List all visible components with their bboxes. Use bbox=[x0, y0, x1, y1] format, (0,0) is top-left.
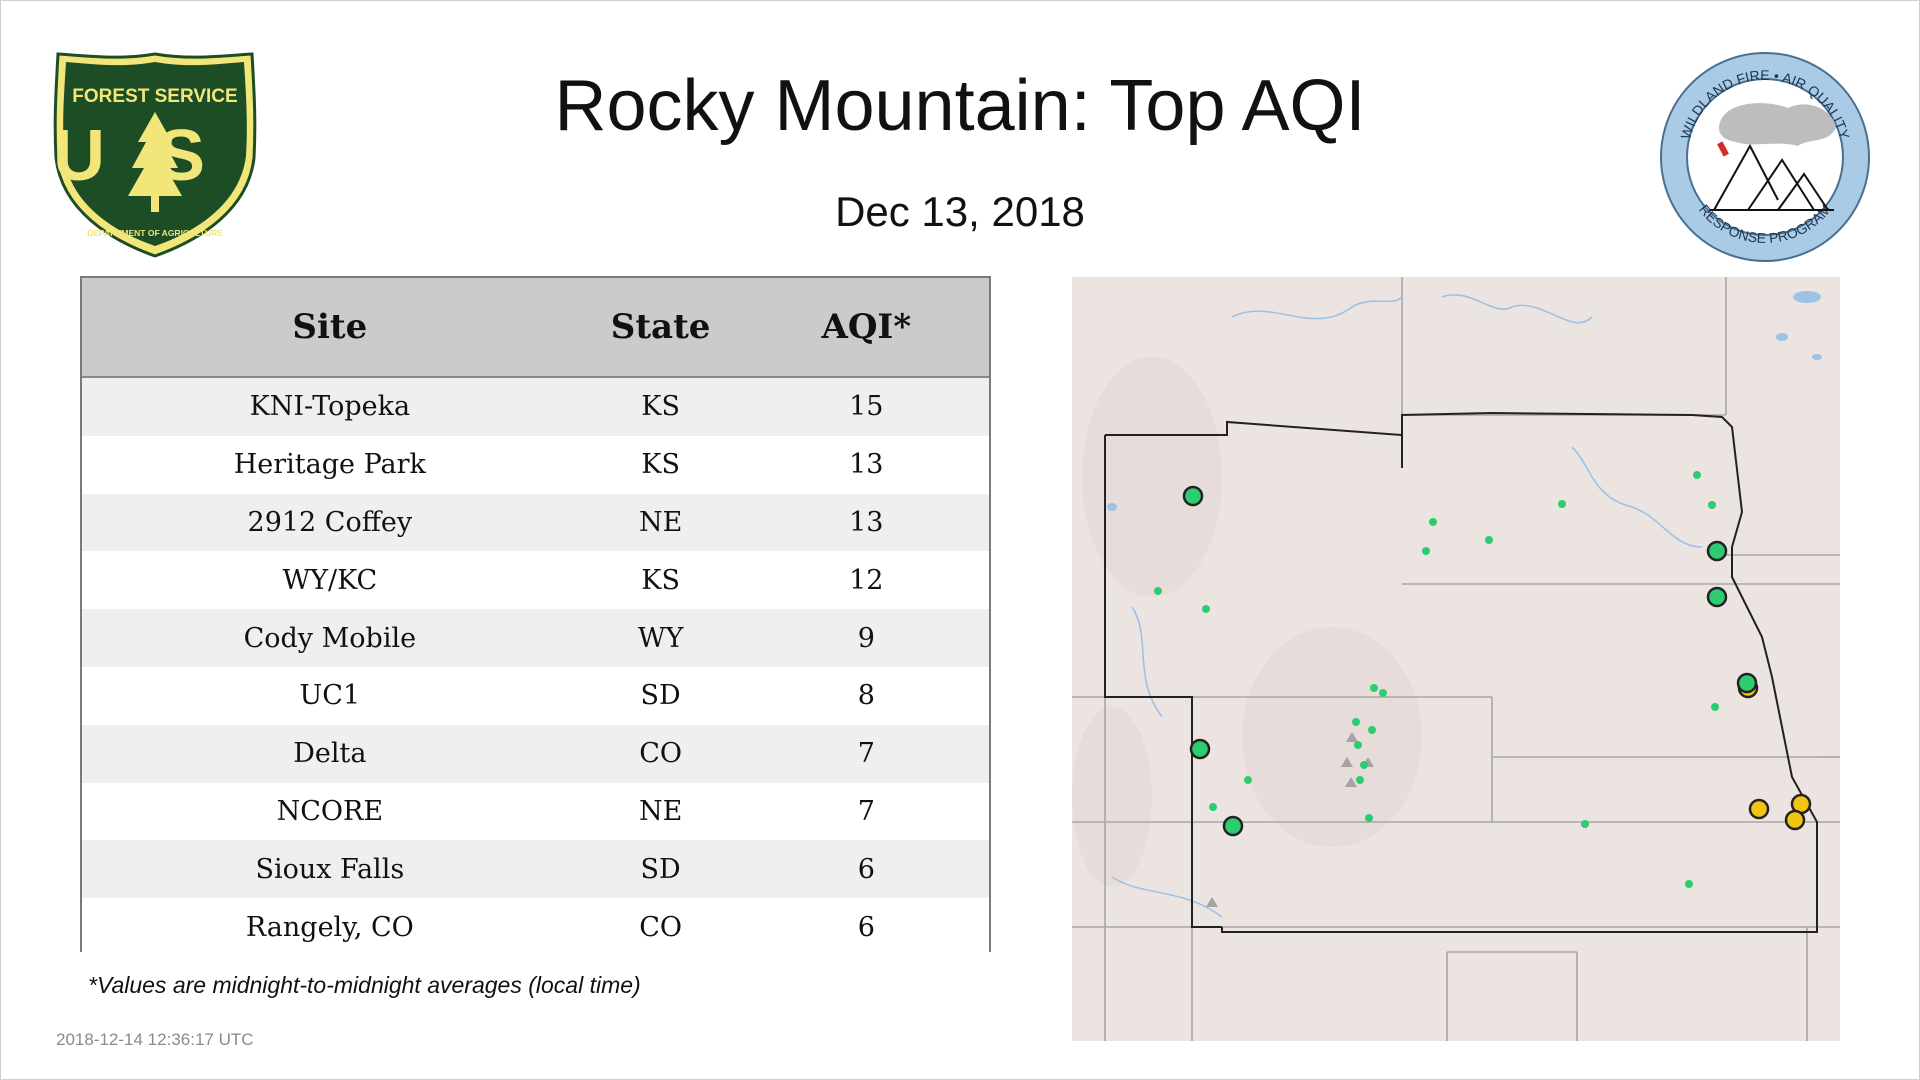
cell-site: Cody Mobile bbox=[82, 609, 578, 667]
cell-aqi: 6 bbox=[743, 898, 989, 956]
tree-icon bbox=[128, 112, 182, 212]
table-row: 2912 Coffey NE 13 bbox=[82, 493, 989, 552]
cell-state: WY bbox=[577, 609, 744, 667]
table-row: WY/KC KS 12 bbox=[82, 551, 989, 610]
cell-state: KS bbox=[577, 377, 744, 436]
cell-site: UC1 bbox=[82, 666, 578, 725]
wildland-fire-logo: WILDLAND FIRE • AIR QUALITY RESPONSE PRO… bbox=[1660, 52, 1870, 262]
table-row: Cody Mobile WY 9 bbox=[82, 609, 989, 667]
site-marker-moderate bbox=[1784, 809, 1806, 831]
good-aqi-sites bbox=[1182, 485, 1728, 837]
cell-site: NCORE bbox=[82, 782, 578, 841]
header-state: State bbox=[577, 278, 744, 378]
table-row: UC1 SD 8 bbox=[82, 666, 989, 725]
date-subtitle: Dec 13, 2018 bbox=[835, 188, 1085, 235]
lakes bbox=[1107, 291, 1822, 511]
cell-aqi: 9 bbox=[743, 609, 989, 667]
header-site: Site bbox=[82, 278, 578, 378]
cell-aqi: 15 bbox=[743, 377, 989, 436]
timestamp: 2018-12-14 12:36:17 UTC bbox=[56, 1030, 254, 1049]
site-marker-good bbox=[1189, 738, 1211, 760]
smoke-icon bbox=[1718, 103, 1836, 146]
cell-aqi: 7 bbox=[743, 724, 989, 783]
map-background bbox=[1072, 277, 1840, 1041]
department-of-agriculture-text: DEPARTMENT OF AGRICULTURE bbox=[87, 228, 223, 238]
cell-aqi: 8 bbox=[743, 666, 989, 725]
cell-state: SD bbox=[577, 666, 744, 725]
terrain-shading bbox=[1072, 357, 1422, 887]
forest-service-logo: FOREST SERVICE US DEPARTMENT OF AGRICULT… bbox=[53, 52, 257, 258]
cell-site: WY/KC bbox=[82, 551, 578, 610]
cell-aqi: 13 bbox=[743, 435, 989, 494]
good-site-dots bbox=[1154, 471, 1719, 888]
us-letters: US bbox=[53, 116, 257, 196]
mountains-icon bbox=[1710, 143, 1834, 211]
table-header-row: Site State AQI* bbox=[82, 278, 989, 378]
moderate-aqi-sites bbox=[1737, 677, 1812, 831]
cell-site: Rangely, CO bbox=[82, 898, 578, 956]
cell-aqi: 7 bbox=[743, 782, 989, 841]
cell-state: CO bbox=[577, 724, 744, 783]
forest-service-text: FOREST SERVICE bbox=[72, 86, 237, 107]
rivers bbox=[1111, 294, 1703, 918]
aqi-table: Site State AQI* KNI-Topeka KS 15 Heritag… bbox=[80, 276, 991, 956]
page-title: Rocky Mountain: Top AQI bbox=[554, 66, 1366, 146]
cell-state: CO bbox=[577, 898, 744, 956]
site-marker-good bbox=[1706, 540, 1728, 562]
cell-site: 2912 Coffey bbox=[82, 493, 578, 552]
cell-state: NE bbox=[577, 493, 744, 552]
cell-site: Sioux Falls bbox=[82, 840, 578, 899]
cell-site: KNI-Topeka bbox=[82, 377, 578, 436]
cell-state: SD bbox=[577, 840, 744, 899]
site-marker-moderate bbox=[1748, 798, 1770, 820]
site-marker-good bbox=[1736, 672, 1758, 694]
cell-state: KS bbox=[577, 551, 744, 610]
cell-state: KS bbox=[577, 435, 744, 494]
site-marker-good bbox=[1706, 586, 1728, 608]
cell-site: Heritage Park bbox=[82, 435, 578, 494]
inactive-marker bbox=[1345, 777, 1357, 787]
table-row: Rangely, CO CO 6 bbox=[82, 898, 989, 956]
region-outline bbox=[1104, 411, 1818, 933]
footnote: *Values are midnight-to-midnight average… bbox=[88, 972, 641, 998]
table-row: Delta CO 7 bbox=[82, 724, 989, 783]
inactive-marker bbox=[1346, 732, 1358, 742]
cell-aqi: 13 bbox=[743, 493, 989, 552]
inactive-marker bbox=[1206, 897, 1218, 907]
cell-site: Delta bbox=[82, 724, 578, 783]
header-aqi: AQI* bbox=[743, 278, 989, 378]
table-row: Heritage Park KS 13 bbox=[82, 435, 989, 494]
table-row: NCORE NE 7 bbox=[82, 782, 989, 841]
region-map bbox=[1072, 277, 1840, 1041]
table-row: KNI-Topeka KS 15 bbox=[82, 377, 989, 436]
flame-icon bbox=[1717, 141, 1729, 157]
cell-aqi: 6 bbox=[743, 840, 989, 899]
site-marker-good bbox=[1222, 815, 1244, 837]
inactive-marker bbox=[1341, 757, 1353, 767]
site-marker-good bbox=[1182, 485, 1204, 507]
table-row: Sioux Falls SD 6 bbox=[82, 840, 989, 899]
cell-state: NE bbox=[577, 782, 744, 841]
cell-aqi: 12 bbox=[743, 551, 989, 610]
